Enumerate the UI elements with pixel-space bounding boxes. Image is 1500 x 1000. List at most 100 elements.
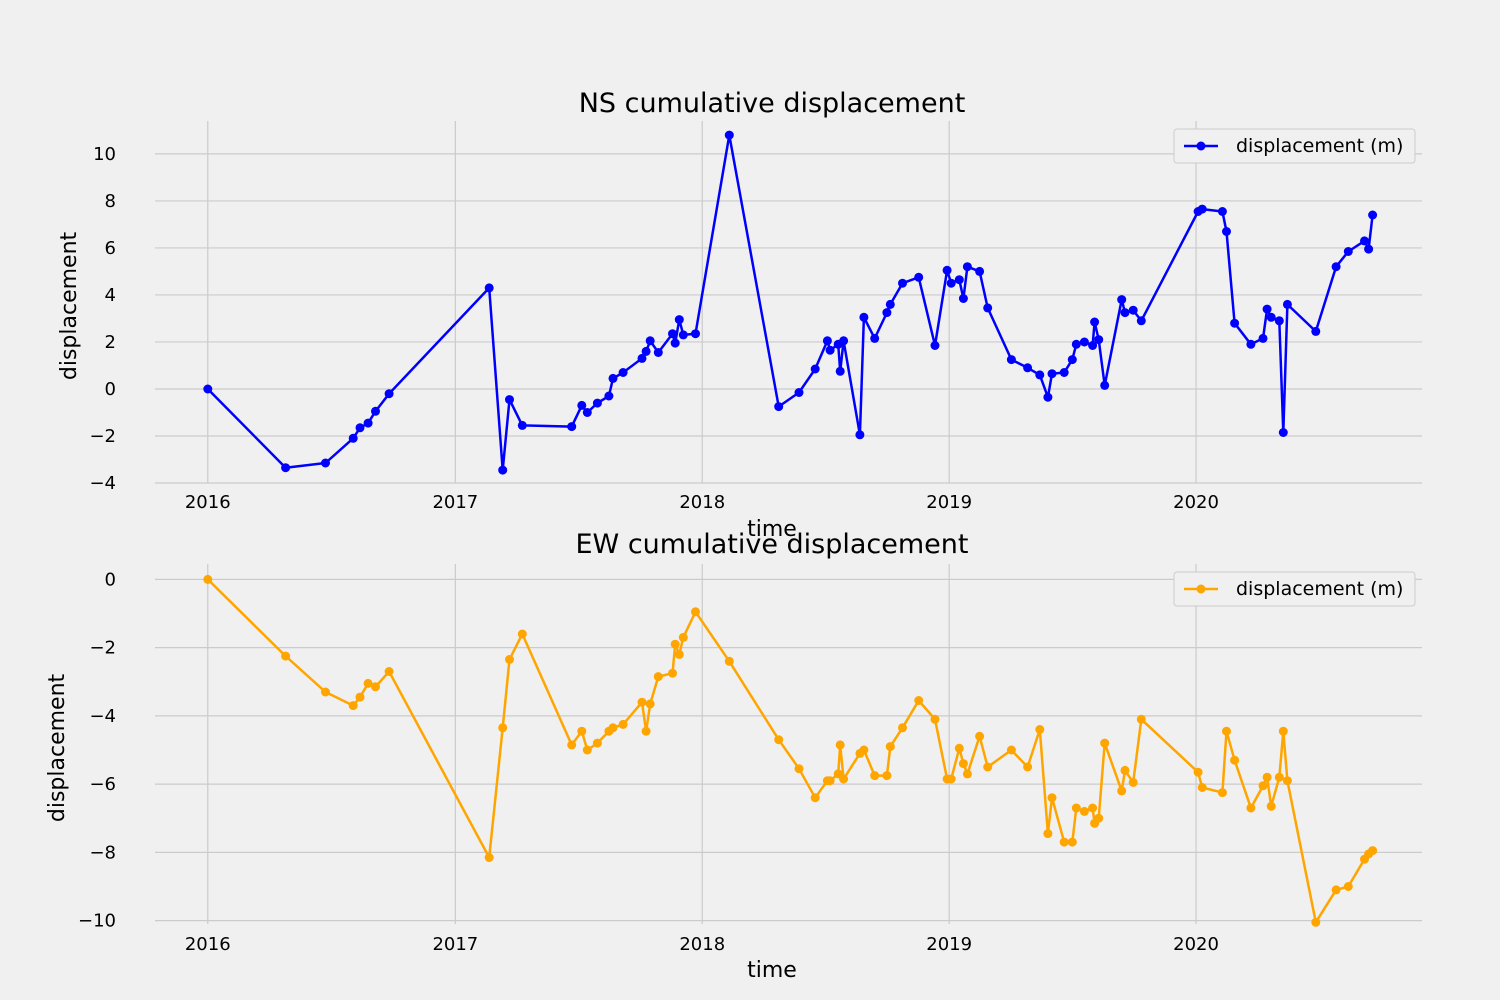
ew-data-point bbox=[882, 771, 892, 781]
ns-data-point bbox=[954, 275, 964, 285]
ns-data-point bbox=[942, 265, 952, 275]
ns-data-point bbox=[983, 303, 993, 313]
ew-data-point bbox=[653, 672, 663, 682]
ns-data-point bbox=[1071, 339, 1081, 349]
ew-data-point bbox=[1222, 726, 1231, 736]
ew-data-point bbox=[1035, 725, 1045, 734]
ns-data-point bbox=[1282, 299, 1292, 309]
ns-data-point bbox=[1079, 337, 1089, 347]
ns-data-point bbox=[517, 420, 527, 430]
ew-data-point bbox=[774, 735, 784, 745]
ns-data-point bbox=[1117, 295, 1127, 305]
ns-data-point bbox=[822, 336, 832, 346]
ew-data-point bbox=[363, 678, 373, 688]
ns-data-point bbox=[645, 336, 655, 346]
ns-data-point bbox=[1262, 304, 1272, 314]
ns-data-point bbox=[898, 278, 907, 288]
ns-data-point bbox=[825, 345, 835, 355]
ns-data-point bbox=[203, 384, 213, 394]
ns-data-point bbox=[774, 402, 784, 412]
ns-data-point bbox=[1343, 247, 1353, 256]
ns-data-point bbox=[670, 338, 680, 348]
ns-data-point bbox=[1274, 316, 1284, 326]
ns-data-point bbox=[637, 353, 647, 363]
ns-data-point bbox=[1246, 339, 1256, 349]
ns-data-point bbox=[653, 348, 663, 357]
ew-data-point bbox=[321, 687, 330, 697]
ns-data-point bbox=[321, 458, 330, 468]
ew-data-point bbox=[384, 667, 394, 676]
ns-y-tick-label: 4 bbox=[105, 285, 116, 306]
ew-data-point bbox=[954, 743, 964, 753]
ns-grid bbox=[155, 121, 1422, 484]
ns-y-axis-label: displacement bbox=[57, 231, 82, 380]
ew-legend-label: displacement (m) bbox=[1236, 578, 1403, 600]
ew-data-point bbox=[1059, 837, 1069, 847]
ew-data-point bbox=[577, 726, 587, 736]
ew-x-tick-label: 2016 bbox=[185, 934, 231, 955]
ns-legend-box bbox=[1173, 128, 1416, 164]
ew-data-point bbox=[355, 692, 365, 702]
ew-data-point bbox=[1282, 776, 1292, 786]
ew-data-point bbox=[885, 742, 895, 752]
ew-y-tick-label: −4 bbox=[89, 706, 116, 727]
ew-data-point bbox=[668, 668, 677, 678]
ew-data-point bbox=[983, 762, 993, 772]
ns-data-point bbox=[1311, 326, 1321, 336]
ew-data-point bbox=[498, 723, 508, 733]
ew-x-tick-label: 2020 bbox=[1173, 934, 1219, 955]
ns-legend-marker-icon bbox=[1196, 141, 1206, 151]
ew-data-point bbox=[1120, 765, 1130, 775]
ns-data-point bbox=[363, 418, 373, 428]
ns-x-tick-label: 2019 bbox=[926, 492, 972, 513]
ew-data-point bbox=[1006, 745, 1016, 755]
ew-y-tick-label: −6 bbox=[89, 774, 116, 795]
ew-data-point bbox=[1136, 714, 1146, 724]
ns-data-point bbox=[618, 368, 628, 377]
ns-legend-label: displacement (m) bbox=[1236, 135, 1403, 157]
ew-data-point bbox=[505, 655, 514, 664]
ew-data-point bbox=[898, 723, 907, 733]
ew-data-point bbox=[637, 697, 647, 707]
ns-data-point bbox=[1258, 333, 1268, 343]
ew-data-point bbox=[645, 699, 655, 709]
ns-data-point bbox=[641, 346, 651, 356]
ns-data-point bbox=[668, 329, 677, 339]
ew-data-point bbox=[674, 649, 684, 659]
ew-data-point bbox=[348, 701, 358, 711]
ew-data-point bbox=[794, 764, 804, 774]
ew-data-point bbox=[608, 723, 618, 733]
ew-data-point bbox=[1067, 837, 1077, 847]
ns-x-tick-label: 2020 bbox=[1173, 492, 1219, 513]
ew-data-point bbox=[670, 639, 680, 649]
ew-grid bbox=[155, 564, 1422, 924]
ns-y-tick-label: 2 bbox=[105, 332, 116, 353]
ns-data-point bbox=[674, 315, 684, 325]
ns-data-point bbox=[1368, 210, 1378, 220]
ew-y-tick-label: −8 bbox=[89, 842, 116, 863]
ew-data-point bbox=[1262, 772, 1272, 782]
ew-data-point bbox=[930, 714, 940, 724]
ns-data-point bbox=[724, 130, 734, 140]
ns-data-point bbox=[1331, 262, 1341, 272]
ns-x-tick-label: 2018 bbox=[679, 492, 725, 513]
ns-x-axis-label: time bbox=[747, 517, 797, 542]
ew-series-points bbox=[203, 574, 1378, 927]
ew-legend-box bbox=[1173, 571, 1416, 607]
ew-data-point bbox=[1343, 882, 1353, 891]
ew-data-point bbox=[1274, 772, 1284, 782]
ew-data-point bbox=[1047, 793, 1057, 803]
ew-legend: displacement (m) bbox=[1173, 571, 1416, 607]
ns-data-point bbox=[794, 388, 804, 397]
ew-x-tick-label: 2017 bbox=[432, 934, 478, 955]
ew-data-point bbox=[1043, 829, 1053, 839]
ns-series-points bbox=[203, 130, 1378, 475]
ns-y-tick-label: −2 bbox=[89, 426, 116, 447]
ew-data-point bbox=[1094, 813, 1104, 823]
ns-data-point bbox=[498, 465, 508, 475]
ns-data-point bbox=[958, 294, 968, 303]
ew-data-point bbox=[1217, 788, 1227, 798]
ns-data-point bbox=[962, 262, 972, 272]
ew-data-point bbox=[724, 656, 734, 666]
ew-data-point bbox=[914, 696, 924, 705]
